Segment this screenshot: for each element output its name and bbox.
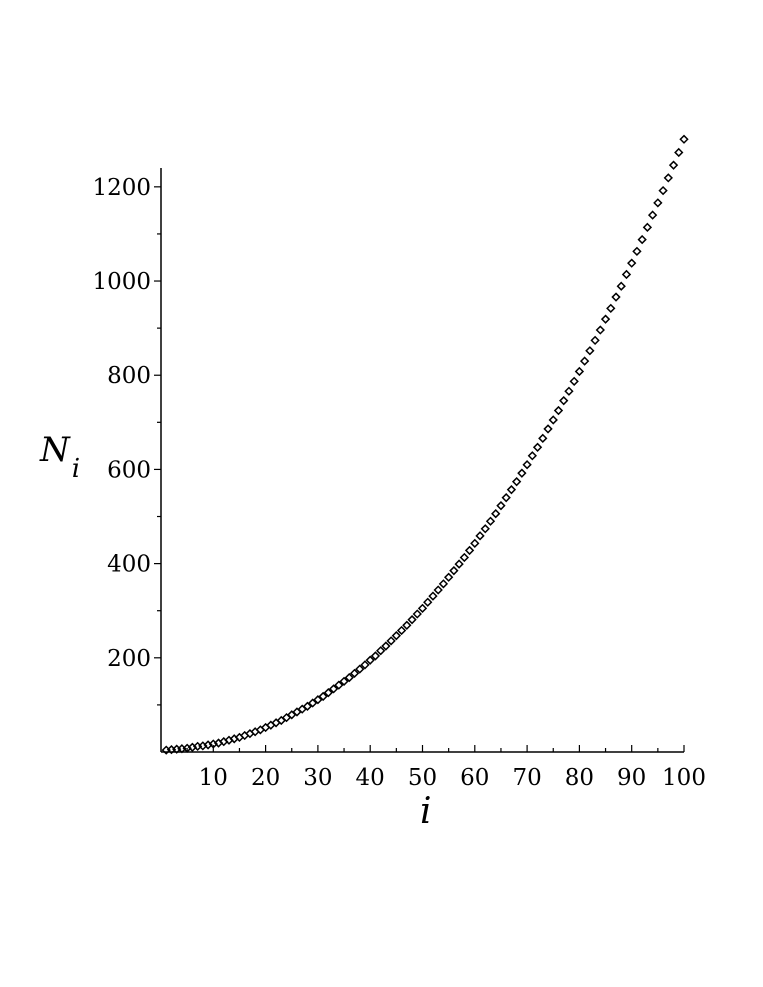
data-point: [386, 636, 396, 646]
data-point: [475, 531, 485, 541]
data-point: [527, 451, 537, 461]
y-tick-label: 600: [107, 457, 151, 483]
data-point: [365, 655, 375, 665]
data-point: [642, 222, 653, 233]
data-point: [412, 609, 422, 619]
x-tick-label: 70: [512, 765, 541, 791]
data-point: [564, 386, 574, 396]
data-point: [559, 395, 569, 406]
data-point: [611, 292, 621, 302]
data-point: [334, 680, 344, 690]
data-point: [606, 303, 616, 314]
data-point: [511, 477, 522, 487]
y-tick-label: 800: [107, 363, 151, 389]
data-point: [423, 597, 433, 607]
data-point: [517, 468, 527, 478]
data-point: [396, 625, 407, 636]
data-point: [438, 579, 449, 589]
data-point: [674, 147, 684, 158]
x-tick-label: 40: [356, 765, 385, 791]
x-tick-label: 100: [662, 765, 706, 791]
data-point: [370, 651, 381, 661]
data-point: [569, 376, 579, 387]
data-point: [491, 509, 501, 519]
data-point: [433, 585, 443, 595]
data-point: [647, 210, 658, 220]
data-point: [407, 614, 417, 625]
data-point: [585, 346, 595, 356]
y-tick-label: 1000: [92, 269, 151, 295]
data-points: [161, 134, 689, 755]
data-point: [679, 134, 689, 144]
data-point: [621, 269, 632, 280]
data-point: [600, 314, 611, 324]
data-point: [616, 281, 626, 291]
x-ticks: 10 20 30 40 50 60 70 80 90 100: [186, 745, 706, 791]
data-point: [663, 173, 673, 183]
data-point: [464, 545, 475, 556]
data-point: [313, 695, 323, 705]
data-point: [532, 442, 543, 452]
y-axis: 200 400 600 800 1000 1200: [92, 168, 162, 752]
data-point: [391, 631, 402, 641]
data-point: [459, 552, 470, 563]
data-point: [579, 356, 590, 366]
x-axis-title: i: [420, 791, 432, 832]
data-point: [595, 325, 605, 335]
data-point: [470, 538, 480, 549]
x-tick-label: 80: [565, 765, 594, 791]
data-point: [538, 433, 548, 443]
x-tick-label: 10: [199, 765, 228, 791]
x-axis: 10 20 30 40 50 60 70 80 90 100: [161, 745, 706, 791]
data-point: [590, 335, 600, 346]
x-tick-label: 20: [251, 765, 280, 791]
data-point: [501, 493, 511, 503]
data-point: [428, 591, 438, 601]
data-point: [658, 185, 668, 196]
data-point: [548, 415, 558, 425]
data-point: [360, 660, 370, 670]
data-point: [449, 566, 459, 576]
data-point: [344, 672, 354, 683]
data-point: [496, 501, 506, 511]
y-axis-title-main: N: [39, 430, 71, 470]
data-point: [653, 198, 663, 208]
data-point: [402, 620, 412, 630]
y-tick-label: 400: [107, 552, 151, 578]
x-tick-label: 90: [617, 765, 646, 791]
data-point: [485, 516, 496, 526]
data-point: [349, 668, 360, 679]
data-point: [339, 676, 349, 687]
y-tick-label: 1200: [92, 175, 151, 201]
y-tick-label: 200: [107, 646, 151, 672]
data-point: [443, 572, 454, 582]
x-tick-label: 30: [303, 765, 332, 791]
data-point: [454, 559, 464, 569]
data-point: [375, 646, 386, 656]
data-point: [417, 603, 428, 614]
data-point: [553, 405, 564, 416]
x-tick-label: 60: [460, 765, 489, 791]
y-axis-title-subscript: i: [72, 454, 80, 484]
y-ticks: 200 400 600 800 1000 1200: [92, 175, 161, 706]
data-point: [323, 687, 334, 698]
data-point: [328, 684, 339, 694]
data-point: [637, 234, 647, 245]
data-point: [522, 460, 532, 470]
data-point: [574, 366, 585, 377]
y-axis-title: Ni: [39, 430, 80, 484]
data-point: [355, 664, 365, 674]
data-point: [506, 485, 517, 495]
data-point: [632, 246, 642, 257]
data-point: [480, 524, 490, 534]
data-point: [308, 698, 318, 708]
data-point: [627, 258, 637, 268]
data-point: [318, 691, 328, 702]
data-point: [543, 424, 553, 434]
x-tick-label: 50: [408, 765, 437, 791]
data-point: [381, 641, 391, 651]
data-point: [668, 160, 679, 170]
data-point: [302, 701, 313, 711]
